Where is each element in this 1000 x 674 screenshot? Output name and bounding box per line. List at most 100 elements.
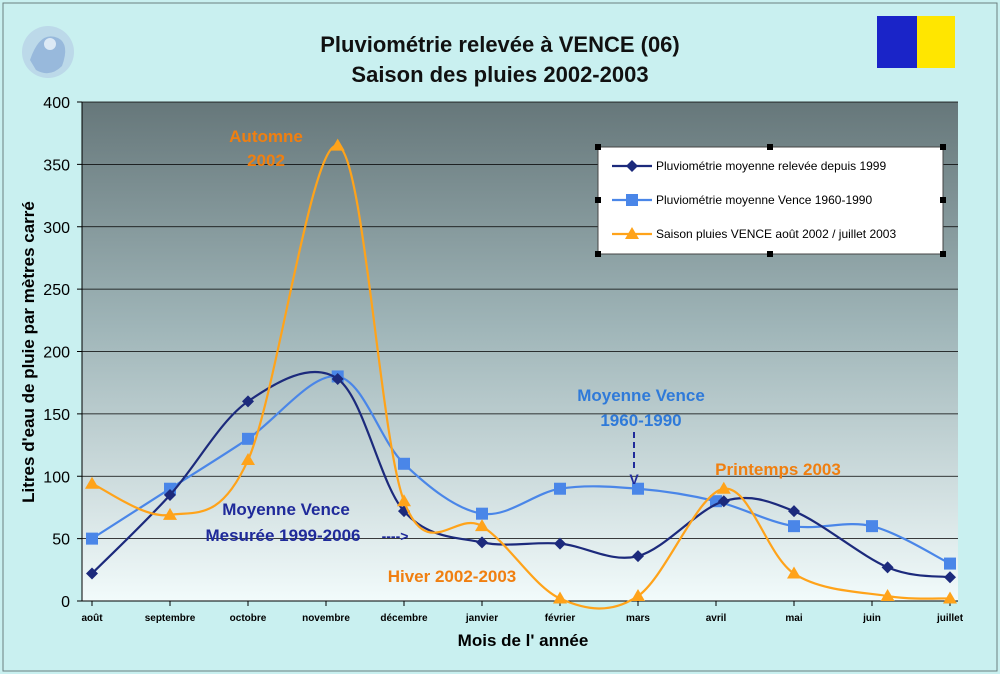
- annotation-mesuree-arrow: ---->: [382, 528, 409, 544]
- series-2-point-0: [85, 476, 99, 489]
- legend-marker-1: [626, 194, 638, 206]
- y-tick-label-50: 50: [52, 532, 70, 549]
- series-1-point-11: [944, 557, 956, 570]
- series-2-point-4: [397, 494, 411, 507]
- series-layer: [85, 138, 957, 610]
- annotation-hiver: Hiver 2002-2003: [388, 567, 517, 586]
- annotation-moyenne-1960-line1: Moyenne Vence: [577, 386, 705, 405]
- x-tick-label-1: septembre: [145, 613, 196, 624]
- chart-title: Pluviométrie relevée à VENCE (06): [320, 32, 680, 57]
- legend-handle-2[interactable]: [940, 144, 946, 150]
- series-2-point-3: [330, 138, 345, 151]
- annotation-automne-line2: 2002: [247, 151, 285, 170]
- series-1-point-10: [866, 520, 878, 533]
- annotation-mesuree-line1: Moyenne Vence: [222, 500, 350, 519]
- x-tick-label-8: avril: [706, 613, 727, 624]
- annotations: Automne 2002 Hiver 2002-2003 Printemps 2…: [205, 127, 840, 586]
- series-0-point-7: [632, 550, 644, 563]
- y-tick-label-150: 150: [43, 407, 70, 424]
- series-2-point-8: [716, 481, 731, 494]
- series-0-point-8: [717, 495, 730, 508]
- series-line-2: [91, 144, 951, 610]
- vence-logo-icon: [22, 26, 74, 78]
- y-tick-label-350: 350: [43, 157, 70, 174]
- legend-marker-2: [625, 227, 639, 239]
- legend-label-0: Pluviométrie moyenne relevée depuis 1999: [656, 159, 886, 173]
- y-tick-label-100: 100: [43, 469, 70, 486]
- y-axis-ticks: 0 50 100 150 200 250 300 350 400: [43, 95, 82, 611]
- x-tick-label-10: juin: [862, 613, 881, 624]
- legend-handle-3[interactable]: [595, 197, 601, 203]
- legend-marker-0: [626, 160, 638, 172]
- legend-handle-6[interactable]: [767, 251, 773, 257]
- series-2-point-5: [475, 519, 489, 532]
- series-2-point-10: [880, 589, 895, 602]
- series-0: [86, 370, 956, 584]
- x-tick-label-2: octobre: [230, 613, 267, 624]
- y-tick-label-300: 300: [43, 220, 70, 237]
- annotation-automne-line1: Automne: [229, 127, 303, 146]
- series-1-point-7: [632, 482, 644, 495]
- legend-handle-7[interactable]: [940, 251, 946, 257]
- legend-handle-1[interactable]: [767, 144, 773, 150]
- series-1-point-0: [86, 532, 98, 545]
- flag-blue-band: [877, 16, 917, 68]
- series-2-point-9: [787, 566, 801, 579]
- series-1-point-6: [554, 482, 566, 495]
- series-1-point-8: [710, 495, 722, 508]
- legend[interactable]: Pluviométrie moyenne relevée depuis 1999…: [595, 144, 946, 257]
- legend-entries: Pluviométrie moyenne relevée depuis 1999…: [612, 159, 896, 241]
- series-2-point-6: [553, 591, 567, 604]
- series-0-point-3: [331, 372, 344, 385]
- chart-subtitle: Saison des pluies 2002-2003: [351, 62, 648, 87]
- series-0-point-9: [788, 505, 800, 518]
- series-1-point-2: [242, 432, 254, 445]
- series-0-point-5: [476, 536, 488, 549]
- series-1: [86, 370, 956, 570]
- legend-label-2: Saison pluies VENCE août 2002 / juillet …: [656, 227, 896, 241]
- series-0-point-11: [944, 571, 956, 584]
- x-tick-label-3: novembre: [302, 613, 350, 624]
- legend-handle-0[interactable]: [595, 144, 601, 150]
- y-tick-label-0: 0: [61, 594, 70, 611]
- x-tick-label-0: août: [81, 613, 103, 624]
- series-0-point-1: [164, 488, 176, 501]
- series-0-point-10: [881, 561, 894, 574]
- series-0-point-6: [554, 537, 566, 550]
- x-axis-label: Mois de l' année: [458, 631, 589, 650]
- series-0-point-2: [242, 395, 254, 408]
- series-2-point-11: [943, 591, 957, 604]
- series-2-point-7: [631, 589, 645, 602]
- y-axis-label: Litres d'eau de pluie par mètres carré: [19, 201, 38, 503]
- series-1-point-5: [476, 507, 488, 520]
- x-tick-label-11: juillet: [936, 613, 964, 624]
- gridlines: [82, 101, 958, 540]
- series-0-point-0: [86, 567, 98, 580]
- series-line-1: [91, 375, 951, 565]
- annotation-moyenne-1960-line2: 1960-1990: [600, 411, 681, 430]
- x-axis-ticks: août septembre octobre novembre décembre janv…: [81, 601, 964, 624]
- x-tick-label-5: janvier: [465, 613, 498, 624]
- series-2-point-2: [241, 453, 255, 466]
- annotation-printemps: Printemps 2003: [715, 460, 841, 479]
- legend-label-1: Pluviométrie moyenne Vence 1960-1990: [656, 193, 872, 207]
- annotation-mesuree-line2: Mesurée 1999-2006: [205, 526, 360, 545]
- series-2-point-1: [163, 507, 177, 520]
- y-tick-label-400: 400: [43, 95, 70, 112]
- annotation-moyenne-1960-arrow: V: [629, 471, 639, 487]
- y-tick-label-250: 250: [43, 282, 70, 299]
- x-tick-label-6: février: [545, 613, 576, 624]
- flag-yellow-band: [917, 16, 955, 68]
- x-tick-label-4: décembre: [380, 613, 428, 624]
- series-2: [85, 138, 957, 610]
- legend-handle-4[interactable]: [940, 197, 946, 203]
- x-tick-label-9: mai: [785, 613, 802, 624]
- legend-handle-5[interactable]: [595, 251, 601, 257]
- flag-icon: [877, 16, 955, 68]
- y-tick-label-200: 200: [43, 345, 70, 362]
- series-1-point-4: [398, 457, 410, 470]
- x-tick-label-7: mars: [626, 613, 650, 624]
